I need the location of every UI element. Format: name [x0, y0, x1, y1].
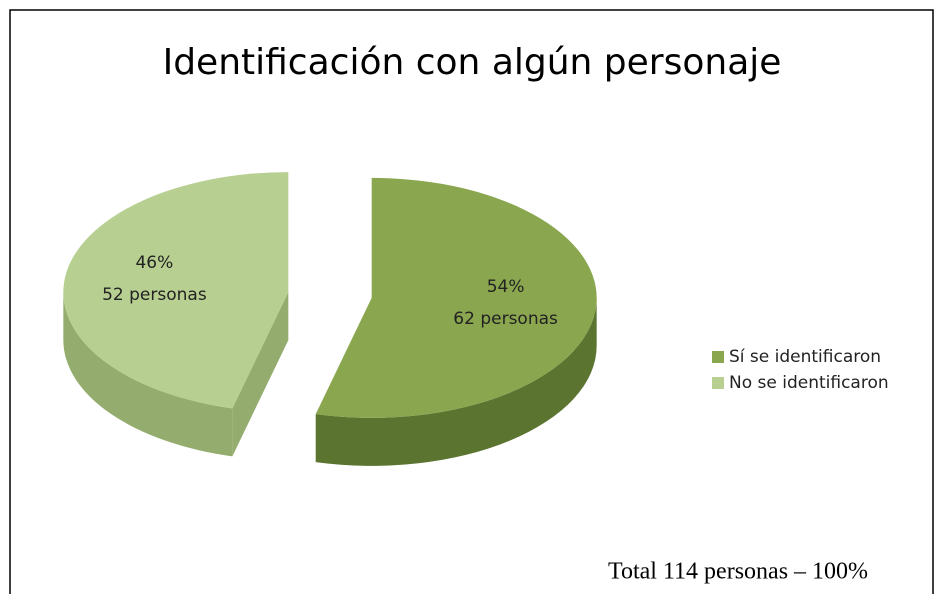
slice-face: [232, 292, 289, 457]
legend-label: Sí se identificaron: [729, 347, 881, 367]
legend-swatch: [712, 377, 724, 389]
legend-label: No se identificaron: [729, 373, 889, 393]
legend-swatch: [712, 351, 724, 363]
annotation: Total 114 personas – 100%: [608, 559, 868, 585]
data-label: 62 personas: [453, 309, 558, 329]
slice-tops: [63, 172, 597, 418]
data-label: 52 personas: [102, 285, 207, 305]
slice-rim: [63, 292, 233, 457]
data-label: 54%: [487, 277, 525, 297]
data-label: 46%: [135, 253, 173, 273]
chart-title: Identificación con algún personaje: [163, 42, 782, 83]
frame: [9, 9, 934, 594]
slice: [63, 172, 289, 409]
slice: [315, 177, 597, 418]
slice-rim: [315, 297, 597, 466]
slice-sides: [63, 292, 597, 466]
